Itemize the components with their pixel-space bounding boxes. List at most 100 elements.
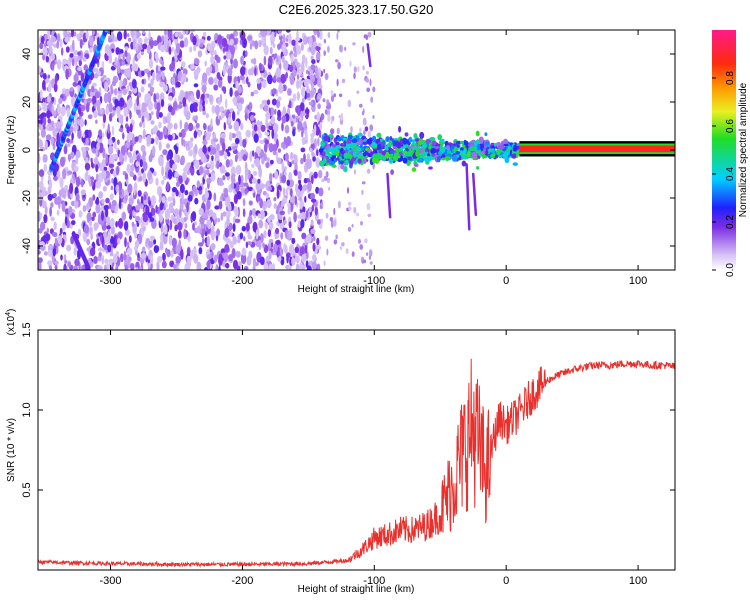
noise-speck	[315, 157, 321, 169]
noise-speck	[206, 235, 211, 247]
noise-speck	[188, 90, 192, 96]
noise-speck	[80, 178, 84, 188]
noise-speck	[314, 201, 318, 208]
noise-speck	[172, 101, 178, 111]
noise-speck	[155, 177, 159, 186]
noise-speck	[252, 221, 258, 233]
noise-speck	[230, 173, 235, 184]
noise-speck	[102, 113, 107, 123]
noise-speck	[311, 261, 317, 270]
noise-speck	[245, 50, 248, 57]
noise-speck	[74, 57, 78, 66]
colorbar-ramp	[712, 30, 736, 270]
noise-speck	[236, 265, 241, 270]
noise-speck	[124, 229, 131, 236]
signal-speck	[364, 126, 369, 132]
noise-speck	[69, 87, 74, 92]
noise-speck	[156, 260, 160, 270]
noise-speck	[48, 174, 51, 182]
noise-speck	[266, 157, 270, 163]
noise-speck	[142, 121, 146, 129]
noise-speck	[147, 100, 153, 111]
noise-speck	[129, 123, 133, 133]
noise-speck	[313, 171, 318, 179]
signal-tail	[386, 172, 392, 219]
noise-speck	[75, 192, 80, 202]
spectrogram-layer	[38, 30, 675, 270]
noise-speck	[142, 43, 148, 50]
noise-speck	[50, 35, 56, 43]
noise-speck	[67, 261, 71, 268]
noise-speck	[130, 263, 135, 270]
noise-speck	[76, 33, 81, 40]
noise-speck	[310, 44, 316, 56]
snr-panel: -300 -200 -100 0 100 0.5 1.0 1.5 Height of stra…	[5, 309, 676, 595]
noise-speck	[142, 150, 147, 157]
signal-speck	[319, 160, 325, 167]
noise-speck	[105, 197, 110, 204]
noise-speck	[145, 205, 150, 215]
noise-speck	[283, 60, 289, 71]
noise-speck	[117, 231, 123, 240]
noise-speck	[327, 31, 331, 39]
snr-axes: -300 -200 -100 0 100 0.5 1.0 1.5	[21, 322, 675, 587]
noise-speck	[271, 30, 276, 33]
noise-speck	[162, 252, 166, 262]
noise-speck	[214, 54, 219, 61]
noise-speck	[142, 161, 148, 171]
noise-speck	[284, 124, 290, 134]
noise-speck	[142, 128, 146, 140]
noise-speck	[166, 153, 170, 161]
noise-speck	[207, 43, 212, 52]
noise-speck	[115, 47, 120, 55]
noise-speck	[277, 148, 281, 153]
noise-speck	[242, 60, 246, 66]
noise-speck	[160, 99, 165, 108]
noise-speck	[186, 145, 189, 151]
noise-speck	[39, 180, 44, 191]
noise-speck	[228, 254, 234, 262]
noise-speck	[121, 211, 126, 221]
noise-speck	[263, 55, 267, 66]
noise-speck	[243, 182, 249, 187]
noise-speck	[106, 129, 111, 140]
noise-speck	[267, 229, 272, 238]
noise-speck	[293, 70, 297, 77]
noise-speck	[162, 175, 167, 181]
noise-speck	[290, 152, 293, 159]
noise-speck	[197, 50, 203, 58]
noise-speck	[196, 180, 200, 188]
noise-speck	[129, 156, 134, 164]
noise-speck	[275, 240, 281, 245]
signal-speck	[389, 153, 393, 160]
noise-speck	[241, 225, 246, 232]
noise-speck	[310, 55, 314, 61]
signal-speck	[330, 128, 335, 135]
noise-speck	[264, 131, 270, 136]
noise-speck	[198, 104, 203, 112]
signal-speck	[476, 166, 480, 170]
noise-speck	[185, 110, 191, 121]
noise-speck	[296, 91, 300, 101]
noise-speck	[103, 244, 109, 251]
noise-speck	[281, 257, 285, 263]
noise-speck	[210, 259, 215, 265]
noise-speck	[317, 219, 321, 225]
noise-speck	[268, 124, 274, 131]
signal-speck	[358, 153, 361, 157]
noise-speck	[94, 91, 101, 99]
noise-speck	[352, 42, 356, 46]
noise-speck	[358, 238, 361, 244]
noise-speck	[101, 198, 105, 205]
noise-speck	[137, 190, 142, 197]
signal-speck	[429, 136, 436, 141]
noise-speck	[239, 232, 244, 240]
noise-speck	[319, 30, 323, 40]
noise-speck	[235, 138, 240, 145]
noise-speck	[171, 46, 174, 52]
noise-speck	[184, 223, 188, 229]
noise-speck	[87, 114, 93, 120]
noise-speck	[316, 111, 320, 123]
noise-speck	[318, 169, 323, 179]
noise-speck	[74, 258, 80, 267]
